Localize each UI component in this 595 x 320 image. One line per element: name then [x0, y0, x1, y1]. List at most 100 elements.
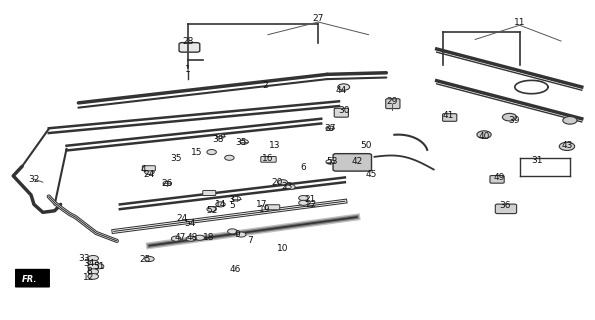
- Text: 39: 39: [508, 116, 519, 125]
- FancyBboxPatch shape: [490, 176, 504, 183]
- Text: 50: 50: [360, 141, 371, 150]
- Circle shape: [236, 232, 246, 237]
- Text: 46: 46: [230, 265, 241, 274]
- Text: 37: 37: [324, 124, 336, 133]
- Text: 54: 54: [184, 219, 195, 228]
- Text: 41: 41: [443, 111, 454, 120]
- Circle shape: [326, 160, 334, 164]
- Circle shape: [95, 264, 104, 269]
- Circle shape: [186, 236, 196, 241]
- Text: 28: 28: [182, 36, 193, 45]
- Text: 13: 13: [270, 141, 281, 150]
- Text: 43: 43: [561, 141, 572, 150]
- Circle shape: [240, 140, 248, 144]
- Text: 7: 7: [248, 236, 253, 245]
- Circle shape: [195, 235, 205, 240]
- Text: 5: 5: [230, 202, 235, 211]
- Text: 35: 35: [236, 138, 247, 147]
- Circle shape: [207, 149, 217, 155]
- Text: 4: 4: [140, 165, 146, 174]
- Text: 36: 36: [499, 202, 511, 211]
- Text: 19: 19: [259, 205, 271, 214]
- Circle shape: [89, 273, 98, 278]
- Circle shape: [88, 260, 99, 266]
- FancyBboxPatch shape: [495, 204, 516, 214]
- Circle shape: [286, 184, 295, 189]
- Text: 38: 38: [212, 135, 223, 144]
- Text: 21: 21: [305, 195, 316, 204]
- Text: 26: 26: [161, 179, 173, 188]
- Circle shape: [299, 196, 308, 201]
- Circle shape: [217, 134, 225, 139]
- Text: 47: 47: [174, 233, 186, 242]
- Text: 8: 8: [86, 267, 92, 276]
- Circle shape: [207, 207, 217, 212]
- Circle shape: [563, 116, 577, 124]
- Circle shape: [88, 274, 99, 279]
- FancyBboxPatch shape: [443, 114, 457, 121]
- Circle shape: [477, 131, 491, 139]
- Text: 52: 52: [206, 206, 217, 215]
- Text: 24: 24: [144, 170, 155, 179]
- Circle shape: [326, 126, 334, 131]
- Text: 12: 12: [83, 273, 95, 282]
- Text: 9: 9: [234, 230, 240, 239]
- Text: FR.: FR.: [22, 275, 37, 284]
- Text: 45: 45: [366, 170, 377, 179]
- Text: 1: 1: [185, 65, 191, 74]
- Text: 20: 20: [271, 178, 283, 187]
- FancyBboxPatch shape: [386, 99, 400, 108]
- FancyBboxPatch shape: [179, 43, 200, 52]
- Text: 11: 11: [514, 18, 525, 27]
- Text: 22: 22: [305, 200, 316, 209]
- Text: 42: 42: [351, 157, 362, 166]
- Text: 29: 29: [387, 97, 398, 106]
- Text: 6: 6: [300, 164, 306, 172]
- FancyBboxPatch shape: [334, 108, 349, 117]
- Circle shape: [145, 256, 154, 261]
- FancyBboxPatch shape: [15, 269, 50, 288]
- FancyBboxPatch shape: [142, 166, 155, 171]
- Circle shape: [559, 142, 575, 150]
- FancyBboxPatch shape: [265, 205, 280, 210]
- Text: 30: 30: [338, 106, 349, 115]
- Circle shape: [89, 268, 98, 274]
- Circle shape: [228, 229, 237, 234]
- FancyBboxPatch shape: [333, 154, 371, 171]
- Text: 18: 18: [203, 233, 214, 242]
- Text: 32: 32: [29, 174, 40, 184]
- FancyBboxPatch shape: [203, 190, 216, 196]
- Text: 31: 31: [531, 156, 543, 164]
- Text: 44: 44: [335, 86, 346, 95]
- Circle shape: [171, 236, 181, 241]
- Text: 25: 25: [139, 255, 151, 264]
- FancyBboxPatch shape: [261, 156, 276, 162]
- Text: 33: 33: [79, 254, 90, 263]
- Text: 40: 40: [478, 132, 490, 141]
- Circle shape: [88, 255, 99, 261]
- Text: 27: 27: [312, 14, 324, 23]
- Circle shape: [145, 170, 154, 175]
- Text: 53: 53: [326, 157, 337, 166]
- Text: 51: 51: [93, 262, 105, 271]
- Text: 23: 23: [282, 182, 293, 191]
- Text: 2: 2: [262, 81, 268, 90]
- Text: 17: 17: [256, 200, 268, 209]
- Text: 35: 35: [170, 154, 182, 163]
- Text: 14: 14: [215, 200, 226, 209]
- Circle shape: [338, 84, 350, 90]
- Circle shape: [278, 180, 287, 185]
- Circle shape: [216, 202, 226, 207]
- Circle shape: [233, 196, 240, 201]
- Text: 15: 15: [191, 148, 202, 156]
- Text: 16: 16: [262, 154, 274, 163]
- Circle shape: [88, 264, 99, 270]
- Circle shape: [163, 181, 171, 186]
- Circle shape: [225, 155, 234, 160]
- Text: 48: 48: [186, 233, 198, 242]
- Text: 24: 24: [176, 214, 187, 223]
- Text: 49: 49: [493, 173, 505, 182]
- Text: 34: 34: [83, 259, 95, 268]
- Circle shape: [88, 269, 99, 275]
- Circle shape: [299, 200, 308, 205]
